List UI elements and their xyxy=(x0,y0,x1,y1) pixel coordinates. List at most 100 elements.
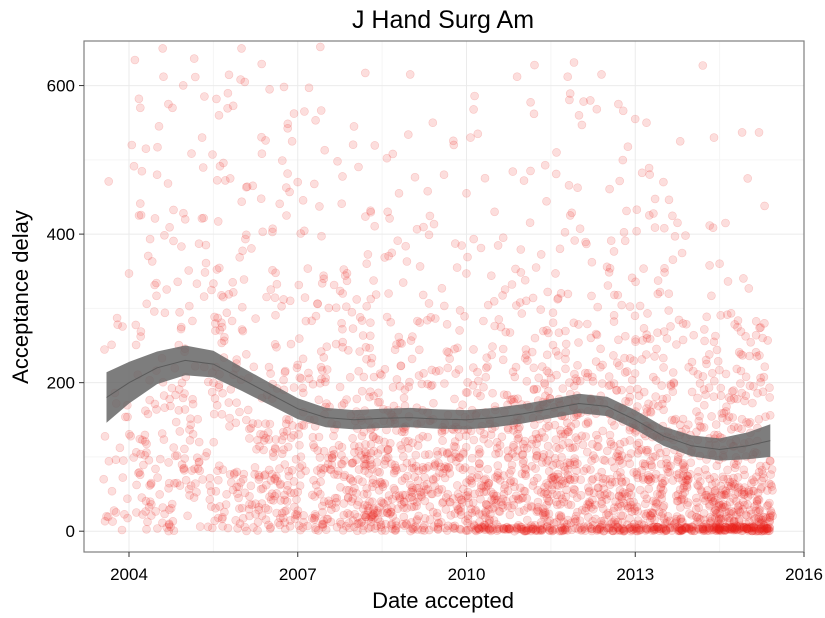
data-point xyxy=(607,518,617,527)
data-point xyxy=(313,299,322,308)
data-point xyxy=(570,473,580,482)
data-point xyxy=(246,481,256,491)
data-point xyxy=(733,322,742,332)
data-point xyxy=(762,486,772,495)
data-point xyxy=(413,316,422,326)
data-point xyxy=(254,475,264,484)
data-point xyxy=(724,517,734,526)
data-point xyxy=(701,355,711,365)
data-point xyxy=(602,510,611,519)
data-point xyxy=(136,327,146,336)
data-point xyxy=(412,497,422,507)
data-point xyxy=(234,482,244,492)
data-point xyxy=(333,157,342,166)
data-point xyxy=(171,390,180,400)
data-point xyxy=(245,424,254,434)
data-point xyxy=(441,505,451,514)
data-point xyxy=(360,466,370,476)
data-point xyxy=(433,522,443,532)
data-point xyxy=(635,301,645,311)
data-point xyxy=(484,518,494,528)
data-point xyxy=(565,458,575,468)
data-point xyxy=(545,516,555,526)
data-point xyxy=(354,475,363,484)
data-point xyxy=(707,514,717,524)
data-point xyxy=(606,439,616,449)
data-point xyxy=(706,492,716,502)
data-point xyxy=(260,470,270,479)
data-point xyxy=(661,525,671,535)
data-point xyxy=(264,362,274,372)
data-point xyxy=(398,452,408,461)
data-point xyxy=(529,385,539,395)
data-point xyxy=(360,459,369,469)
data-point xyxy=(660,268,669,277)
data-point xyxy=(733,488,743,497)
data-point xyxy=(624,488,633,497)
data-point xyxy=(625,354,635,363)
data-point xyxy=(735,507,745,517)
data-point xyxy=(380,456,390,466)
data-point xyxy=(403,471,412,481)
data-point xyxy=(455,326,464,335)
data-point xyxy=(587,291,596,301)
data-point xyxy=(718,472,728,482)
data-point xyxy=(714,524,723,534)
data-point xyxy=(740,489,749,499)
data-point xyxy=(503,425,513,434)
data-point xyxy=(413,441,423,450)
data-point xyxy=(350,447,359,457)
data-point xyxy=(109,506,119,515)
data-point xyxy=(707,480,717,489)
data-point xyxy=(473,367,482,377)
data-point xyxy=(752,352,762,361)
data-point xyxy=(317,231,326,241)
data-point xyxy=(613,502,623,512)
data-point xyxy=(315,42,325,52)
data-point xyxy=(468,363,478,372)
data-point xyxy=(210,516,219,526)
data-point xyxy=(370,221,380,231)
data-point xyxy=(533,485,543,495)
data-point xyxy=(367,460,376,469)
data-point xyxy=(740,470,749,480)
data-point xyxy=(237,325,247,334)
data-point xyxy=(248,419,258,428)
data-point xyxy=(481,507,490,517)
data-point xyxy=(428,489,437,499)
data-point xyxy=(719,523,728,532)
data-point xyxy=(509,442,518,452)
data-point xyxy=(499,489,509,499)
data-point xyxy=(592,524,602,534)
data-point xyxy=(463,525,473,535)
data-point xyxy=(384,289,393,298)
data-point xyxy=(563,515,573,525)
data-point xyxy=(495,475,505,485)
data-point xyxy=(321,373,330,383)
data-point xyxy=(491,499,501,508)
data-point xyxy=(502,522,512,532)
data-point xyxy=(594,483,603,493)
data-point xyxy=(631,522,640,532)
data-point xyxy=(277,156,287,165)
data-point xyxy=(749,382,758,391)
data-point xyxy=(476,481,486,490)
data-point xyxy=(257,59,267,69)
data-point xyxy=(165,394,174,404)
data-point xyxy=(141,496,151,506)
data-point xyxy=(544,386,553,396)
data-point xyxy=(240,488,250,498)
data-point xyxy=(705,501,714,511)
data-point xyxy=(438,498,447,508)
data-point xyxy=(684,362,694,372)
data-point xyxy=(618,155,628,165)
data-point xyxy=(745,417,755,427)
data-point xyxy=(759,372,769,382)
data-point xyxy=(169,526,179,536)
data-point xyxy=(743,511,752,521)
data-point xyxy=(461,431,471,441)
data-point xyxy=(462,526,472,535)
data-point xyxy=(222,489,231,499)
data-point xyxy=(519,506,529,515)
data-point xyxy=(348,324,358,333)
